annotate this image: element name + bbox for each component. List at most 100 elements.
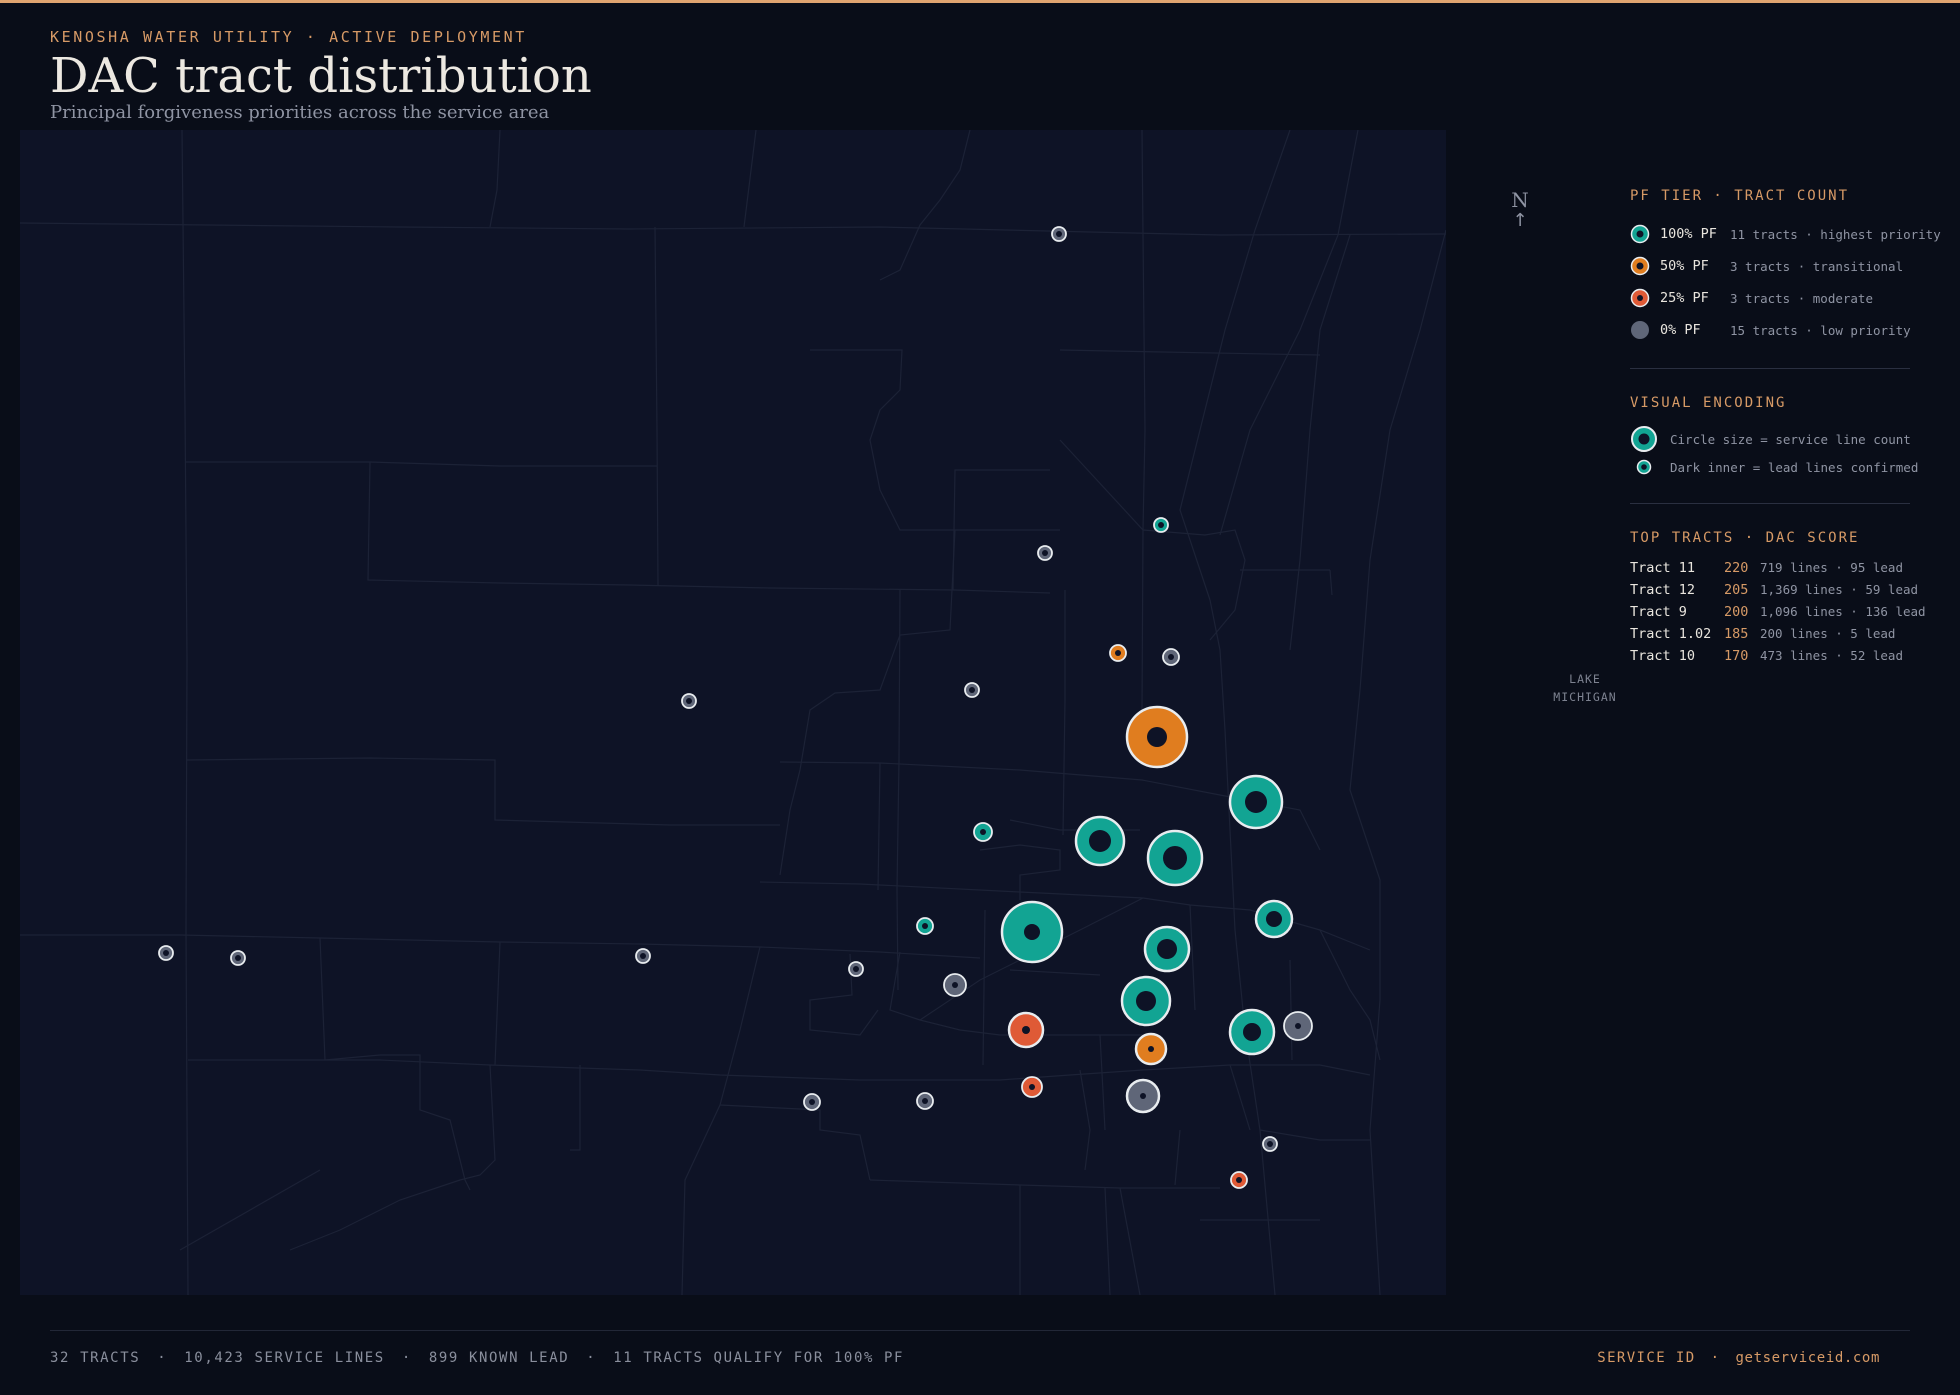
tract-score: 170 [1724,648,1749,664]
tract-meta: 719 lines · 95 lead [1760,560,1903,575]
tract-name: Tract 10 [1630,648,1696,664]
top-tract-row: Tract 10 170 473 lines · 52 lead [1630,648,1950,670]
tier-description: 15 tracts · low priority [1730,322,1911,338]
tier-label: 50% PF [1660,258,1709,274]
footer-separator: · [586,1350,597,1366]
footer-separator: · [401,1350,412,1366]
tract-marker-0pf[interactable] [916,1092,934,1110]
tract-marker-0pf[interactable] [803,1093,821,1111]
tier-label: 0% PF [1660,322,1701,338]
tract-name: Tract 11 [1630,560,1696,576]
tract-marker-0pf[interactable] [1051,226,1067,242]
tract-marker-0pf[interactable] [964,682,980,698]
header-eyebrow: KENOSHA WATER UTILITY · ACTIVE DEPLOYMEN… [50,28,527,46]
encoding-heading: VISUAL ENCODING [1630,395,1787,411]
tier-50-swatch-icon [1630,256,1650,276]
legend-divider [1630,368,1910,369]
tier-row-25: 25% PF 3 tracts · moderate [1630,282,1950,314]
tract-marker-100pf[interactable] [1074,815,1126,867]
tier-row-100: 100% PF 11 tracts · highest priority [1630,218,1950,250]
tract-meta: 200 lines · 5 lead [1760,626,1896,641]
tier-25-swatch-icon [1630,288,1650,308]
tract-marker-100pf[interactable] [973,822,993,842]
tier-100-swatch-icon [1630,224,1650,244]
tier-label: 25% PF [1660,290,1709,306]
footer-stats: 32 TRACTS · 10,423 SERVICE LINES · 899 KNOWN… [50,1350,904,1366]
tract-boundaries [20,130,1446,1295]
footer-brand: SERVICE ID · getserviceid.com [1597,1350,1880,1366]
tract-marker-0pf[interactable] [158,945,174,961]
lake-label-line1: LAKE [1569,672,1601,686]
tract-name: Tract 9 [1630,604,1687,620]
tract-name: Tract 1.02 [1630,626,1712,642]
tract-marker-0pf[interactable] [1262,1136,1278,1152]
tract-marker-100pf[interactable] [1228,1008,1276,1056]
tract-marker-50pf[interactable] [1125,705,1189,769]
tract-score: 185 [1724,626,1749,642]
tract-marker-0pf[interactable] [943,973,967,997]
brand-name: SERVICE ID [1597,1350,1696,1366]
tract-marker-0pf[interactable] [1162,648,1180,666]
top-tract-row: Tract 11 220 719 lines · 95 lead [1630,560,1950,582]
tract-marker-0pf[interactable] [1283,1011,1313,1041]
encoding-text: Circle size = service line count [1670,431,1911,447]
tract-score: 220 [1724,560,1749,576]
top-tract-row: Tract 1.02 185 200 lines · 5 lead [1630,626,1950,648]
tract-score: 205 [1724,582,1749,598]
tract-marker-0pf[interactable] [1037,545,1053,561]
brand-url-link[interactable]: getserviceid.com [1735,1350,1880,1366]
tract-marker-50pf[interactable] [1109,644,1127,662]
tier-label: 100% PF [1660,226,1717,242]
large-circle-icon [1631,426,1657,452]
tract-marker-100pf[interactable] [1000,900,1064,964]
tract-marker-25pf[interactable] [1007,1011,1045,1049]
tract-map[interactable] [20,130,1446,1295]
footer-separator: · [1710,1350,1721,1366]
tract-marker-100pf[interactable] [1153,517,1169,533]
tract-marker-100pf[interactable] [1254,899,1294,939]
tract-marker-100pf[interactable] [916,917,934,935]
encoding-row-size: Circle size = service line count [1630,425,1950,453]
tier-legend-heading: PF TIER · TRACT COUNT [1630,188,1850,204]
legend-panel: PF TIER · TRACT COUNT 100% PF 11 tracts … [1630,188,1950,670]
north-letter: N [1511,188,1529,212]
north-compass: N ↑ [1500,188,1540,231]
tract-score: 200 [1724,604,1749,620]
north-arrow-icon: ↑ [1512,210,1528,231]
tract-markers [158,226,1313,1189]
top-tracts-heading: TOP TRACTS · DAC SCORE [1630,530,1860,546]
encoding-row-inner: Dark inner = lead lines confirmed [1630,453,1950,481]
tract-marker-100pf[interactable] [1146,829,1204,887]
tract-marker-0pf[interactable] [230,950,246,966]
footer-tract-count: 32 TRACTS [50,1350,141,1366]
tract-marker-100pf[interactable] [1143,925,1191,973]
tier-description: 11 tracts · highest priority [1730,226,1941,242]
tract-marker-50pf[interactable] [1134,1032,1168,1066]
tier-row-50: 50% PF 3 tracts · transitional [1630,250,1950,282]
tract-marker-0pf[interactable] [635,948,651,964]
tract-marker-100pf[interactable] [1120,975,1172,1027]
tier-description: 3 tracts · transitional [1730,258,1904,274]
top-tract-row: Tract 12 205 1,369 lines · 59 lead [1630,582,1950,604]
tract-marker-0pf[interactable] [848,961,864,977]
footer-rule [50,1330,1910,1331]
tract-marker-0pf[interactable] [681,693,697,709]
tier-description: 3 tracts · moderate [1730,290,1873,306]
footer-known-lead: 899 KNOWN LEAD [428,1350,570,1366]
page-title: DAC tract distribution [50,48,592,104]
tract-map-canvas [20,130,1446,1295]
tract-marker-25pf[interactable] [1230,1171,1248,1189]
footer-service-lines: 10,423 SERVICE LINES [184,1350,385,1366]
lake-label-line2: MICHIGAN [1553,690,1617,704]
tier-row-0: 0% PF 15 tracts · low priority [1630,314,1950,346]
footer-qualify: 11 TRACTS QUALIFY FOR 100% PF [613,1350,905,1366]
top-accent-rule [0,0,1960,3]
tract-meta: 1,369 lines · 59 lead [1760,582,1919,597]
footer-separator: · [157,1350,168,1366]
tract-marker-0pf[interactable] [1125,1078,1161,1114]
tract-marker-25pf[interactable] [1021,1076,1043,1098]
tract-meta: 473 lines · 52 lead [1760,648,1903,663]
top-tract-row: Tract 9 200 1,096 lines · 136 lead [1630,604,1950,626]
tract-marker-100pf[interactable] [1228,774,1284,830]
tier-0-swatch-icon [1631,321,1649,339]
